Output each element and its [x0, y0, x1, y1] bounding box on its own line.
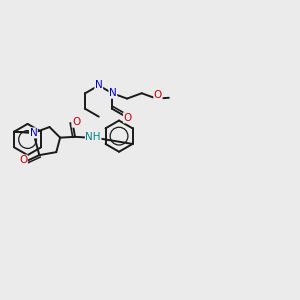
- Text: N: N: [95, 80, 103, 89]
- Text: O: O: [19, 155, 27, 165]
- Text: O: O: [154, 90, 162, 100]
- Text: N: N: [29, 128, 37, 138]
- Text: O: O: [124, 113, 132, 123]
- Text: N: N: [109, 88, 117, 98]
- Text: NH: NH: [85, 132, 101, 142]
- Text: O: O: [72, 117, 81, 127]
